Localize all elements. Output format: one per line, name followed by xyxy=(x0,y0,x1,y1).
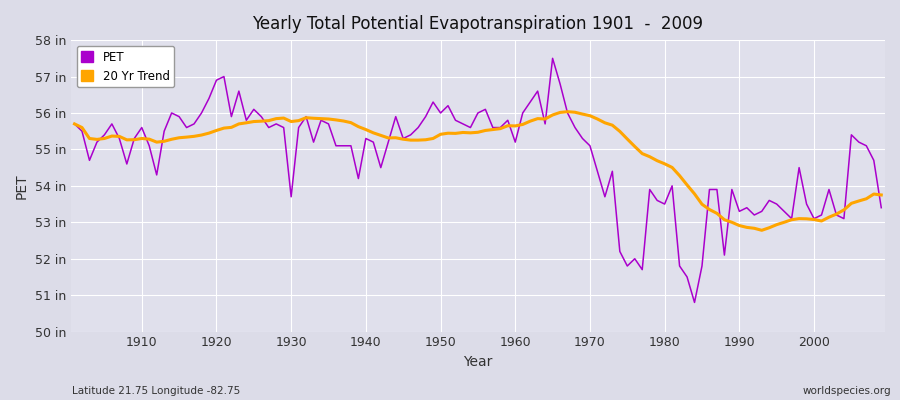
Text: Latitude 21.75 Longitude -82.75: Latitude 21.75 Longitude -82.75 xyxy=(72,386,240,396)
Y-axis label: PET: PET xyxy=(15,173,29,199)
X-axis label: Year: Year xyxy=(464,355,492,369)
Legend: PET, 20 Yr Trend: PET, 20 Yr Trend xyxy=(76,46,175,87)
Title: Yearly Total Potential Evapotranspiration 1901  -  2009: Yearly Total Potential Evapotranspiratio… xyxy=(252,15,704,33)
Text: worldspecies.org: worldspecies.org xyxy=(803,386,891,396)
